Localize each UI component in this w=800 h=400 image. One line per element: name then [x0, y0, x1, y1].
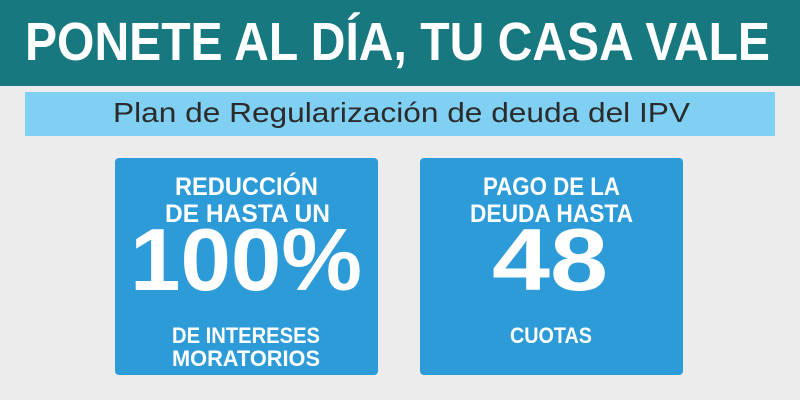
- card-text: REDUCCIÓN: [175, 171, 318, 201]
- card: [115, 158, 378, 375]
- card-text: MORATORIOS: [172, 346, 320, 371]
- card: [420, 158, 683, 375]
- card-text: DEUDA HASTA: [470, 200, 633, 228]
- title-band: [0, 0, 800, 86]
- card-number: 48: [492, 210, 608, 309]
- subtitle: Plan de Regularización de deuda del IPV: [113, 97, 690, 128]
- card-text: CUOTAS: [510, 323, 592, 348]
- title: PONETE AL DÍA, TU CASA VALE: [25, 12, 770, 72]
- card-text: DE INTERESES: [172, 323, 320, 348]
- card-text: PAGO DE LA: [483, 173, 620, 201]
- subtitle-band: [25, 92, 775, 136]
- card-text: DE HASTA UN: [165, 200, 330, 228]
- card-number: 100%: [130, 210, 362, 309]
